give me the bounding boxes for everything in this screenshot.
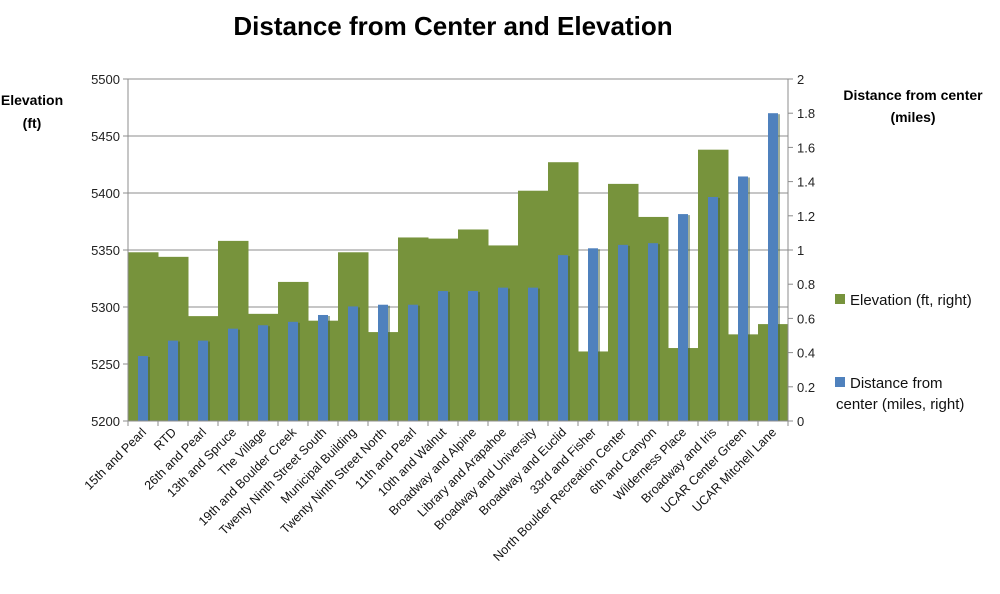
left-tick-label: 5300 — [91, 300, 120, 315]
distance-bar — [168, 340, 178, 421]
left-tick-label: 5450 — [91, 129, 120, 144]
distance-bar — [678, 214, 688, 421]
right-tick-label: 0.8 — [797, 277, 815, 292]
distance-bar — [468, 291, 478, 421]
legend-swatch-elevation — [835, 294, 845, 304]
distance-bar — [138, 356, 148, 421]
distance-bar — [738, 176, 748, 421]
left-tick-label: 5400 — [91, 186, 120, 201]
legend-label-elevation: Elevation (ft, right) — [850, 292, 972, 309]
right-tick-label: 0.4 — [797, 346, 815, 361]
distance-bar — [228, 328, 238, 421]
distance-bar — [288, 321, 298, 421]
distance-bar — [498, 287, 508, 421]
distance-bar — [708, 196, 718, 421]
legend-label-distance-line2: center (miles, right) — [836, 396, 964, 413]
right-tick-label: 1.6 — [797, 140, 815, 155]
left-axis-title-line1: Elevation — [1, 92, 63, 108]
distance-bar — [588, 248, 598, 421]
distance-bar — [348, 306, 358, 421]
right-tick-label: 0.2 — [797, 380, 815, 395]
legend-swatch-distance — [835, 377, 845, 387]
left-tick-label: 5250 — [91, 357, 120, 372]
distance-bar — [648, 243, 658, 421]
left-tick-label: 5500 — [91, 72, 120, 87]
right-tick-label: 0.6 — [797, 311, 815, 326]
distance-bar — [258, 325, 268, 421]
distance-bar — [768, 113, 778, 421]
left-tick-label: 5200 — [91, 414, 120, 429]
distance-bar — [438, 291, 448, 421]
right-tick-label: 1 — [797, 243, 804, 258]
distance-bar — [558, 255, 568, 421]
legend-label-distance-line1: Distance from — [850, 375, 943, 392]
right-axis-title-line2: (miles) — [890, 109, 935, 125]
distance-bar — [318, 314, 328, 421]
chart-title: Distance from Center and Elevation — [233, 11, 672, 41]
distance-bar — [198, 340, 208, 421]
left-tick-label: 5350 — [91, 243, 120, 258]
right-tick-label: 0 — [797, 414, 804, 429]
right-tick-label: 1.8 — [797, 106, 815, 121]
distance-bar — [408, 304, 418, 421]
right-tick-label: 1.4 — [797, 175, 815, 190]
right-tick-label: 1.2 — [797, 209, 815, 224]
category-label: 15th and Pearl — [82, 425, 149, 492]
distance-bar — [618, 244, 628, 421]
distance-bar — [378, 304, 388, 421]
distance-bar — [528, 287, 538, 421]
left-axis-title-line2: (ft) — [23, 115, 42, 131]
right-tick-label: 2 — [797, 72, 804, 87]
right-axis-title-line1: Distance from center — [843, 87, 983, 103]
